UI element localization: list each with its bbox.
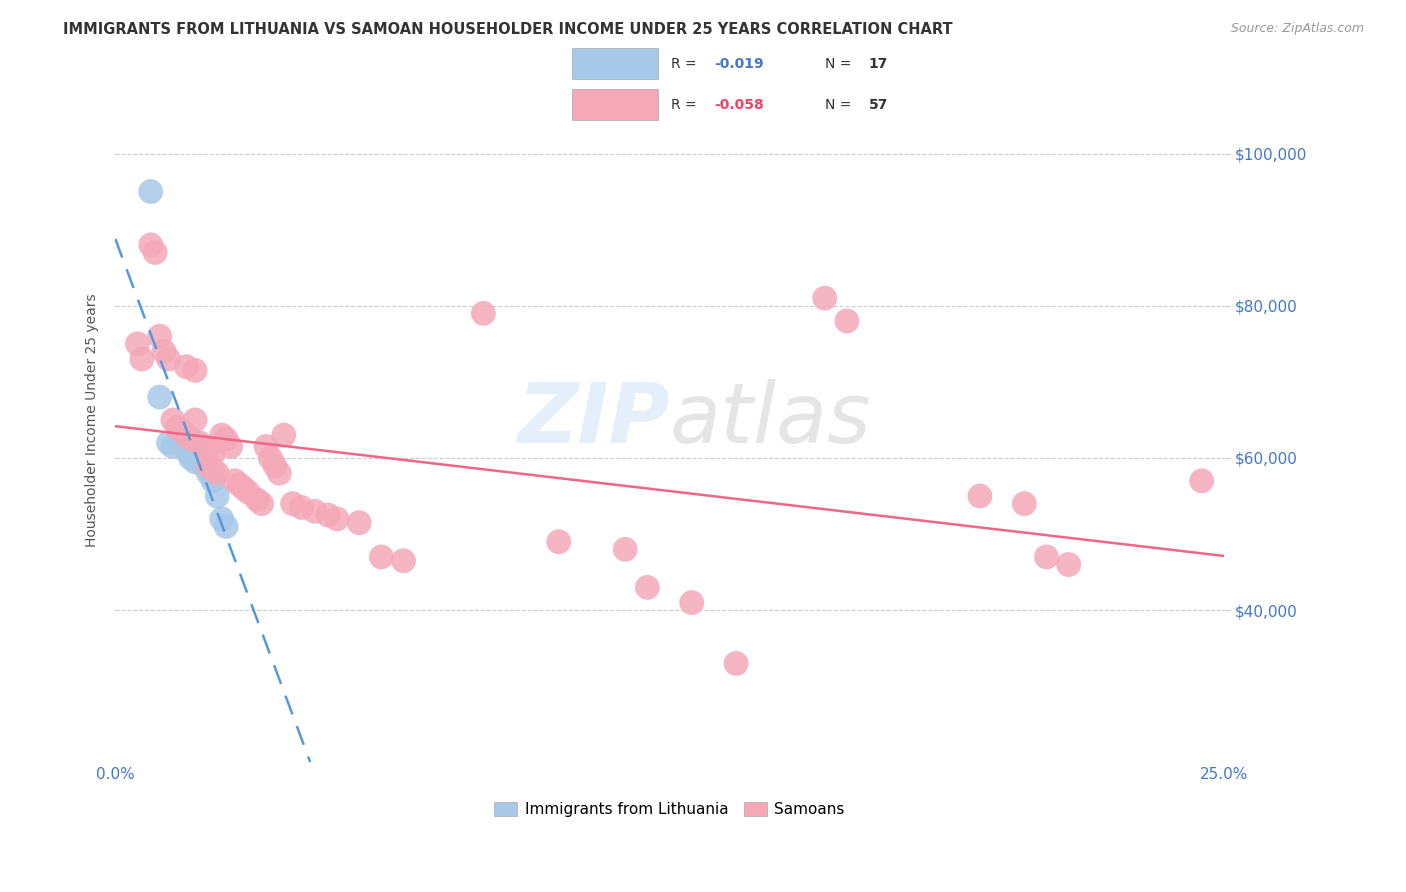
Point	[197, 443, 219, 458]
Text: IMMIGRANTS FROM LITHUANIA VS SAMOAN HOUSEHOLDER INCOME UNDER 25 YEARS CORRELATIO: IMMIGRANTS FROM LITHUANIA VS SAMOAN HOUS…	[63, 22, 953, 37]
Point	[211, 512, 233, 526]
Point	[157, 435, 180, 450]
Point	[392, 554, 415, 568]
Y-axis label: Householder Income Under 25 years: Householder Income Under 25 years	[86, 293, 100, 547]
Point	[149, 390, 172, 404]
Point	[184, 455, 207, 469]
Point	[614, 542, 637, 557]
Text: N =: N =	[825, 98, 856, 112]
Point	[207, 467, 229, 481]
Bar	[572, 48, 658, 79]
Point	[246, 492, 269, 507]
Text: Source: ZipAtlas.com: Source: ZipAtlas.com	[1230, 22, 1364, 36]
Point	[238, 485, 260, 500]
Point	[162, 413, 184, 427]
Point	[201, 447, 224, 461]
Point	[1191, 474, 1213, 488]
Point	[264, 458, 287, 473]
Point	[170, 432, 193, 446]
Point	[127, 336, 149, 351]
Text: 57: 57	[869, 98, 889, 112]
Legend: Immigrants from Lithuania, Samoans: Immigrants from Lithuania, Samoans	[488, 796, 851, 823]
Point	[254, 440, 277, 454]
Text: R =: R =	[671, 98, 700, 112]
Text: atlas: atlas	[669, 379, 872, 460]
Point	[197, 467, 219, 481]
Point	[316, 508, 339, 522]
Point	[139, 185, 162, 199]
Text: R =: R =	[671, 57, 700, 70]
Point	[184, 413, 207, 427]
Point	[139, 238, 162, 252]
Point	[174, 359, 197, 374]
Point	[215, 432, 238, 446]
Point	[188, 435, 211, 450]
Point	[201, 462, 224, 476]
Point	[174, 443, 197, 458]
Point	[725, 657, 748, 671]
Point	[273, 428, 295, 442]
Point	[370, 549, 392, 564]
Point	[326, 512, 349, 526]
Bar	[572, 89, 658, 120]
Point	[547, 534, 569, 549]
Text: -0.058: -0.058	[714, 98, 763, 112]
Point	[193, 440, 215, 454]
Point	[180, 450, 202, 465]
Point	[814, 291, 837, 305]
Point	[259, 450, 281, 465]
Point	[170, 425, 193, 439]
Point	[250, 497, 273, 511]
Point	[228, 477, 250, 491]
Point	[224, 474, 246, 488]
Text: -0.019: -0.019	[714, 57, 763, 70]
Text: N =: N =	[825, 57, 856, 70]
Point	[149, 329, 172, 343]
Point	[1057, 558, 1080, 572]
Point	[1014, 497, 1036, 511]
Point	[969, 489, 991, 503]
Point	[347, 516, 370, 530]
Point	[162, 440, 184, 454]
Text: 17: 17	[869, 57, 889, 70]
Point	[304, 504, 326, 518]
Point	[269, 467, 291, 481]
Point	[157, 352, 180, 367]
Point	[188, 450, 211, 465]
Point	[835, 314, 858, 328]
Point	[290, 500, 312, 515]
Point	[201, 474, 224, 488]
Point	[184, 440, 207, 454]
Point	[207, 489, 229, 503]
Point	[215, 519, 238, 533]
Point	[211, 428, 233, 442]
Point	[232, 482, 254, 496]
Point	[219, 440, 242, 454]
Point	[472, 306, 495, 320]
Point	[131, 352, 153, 367]
Text: ZIP: ZIP	[517, 379, 669, 460]
Point	[681, 596, 703, 610]
Point	[636, 580, 658, 594]
Point	[166, 420, 188, 434]
Point	[193, 458, 215, 473]
Point	[197, 458, 219, 473]
Point	[1035, 549, 1057, 564]
Point	[184, 363, 207, 377]
Point	[180, 432, 202, 446]
Point	[143, 245, 166, 260]
Point	[153, 344, 176, 359]
Point	[281, 497, 304, 511]
Point	[180, 447, 202, 461]
Point	[174, 428, 197, 442]
